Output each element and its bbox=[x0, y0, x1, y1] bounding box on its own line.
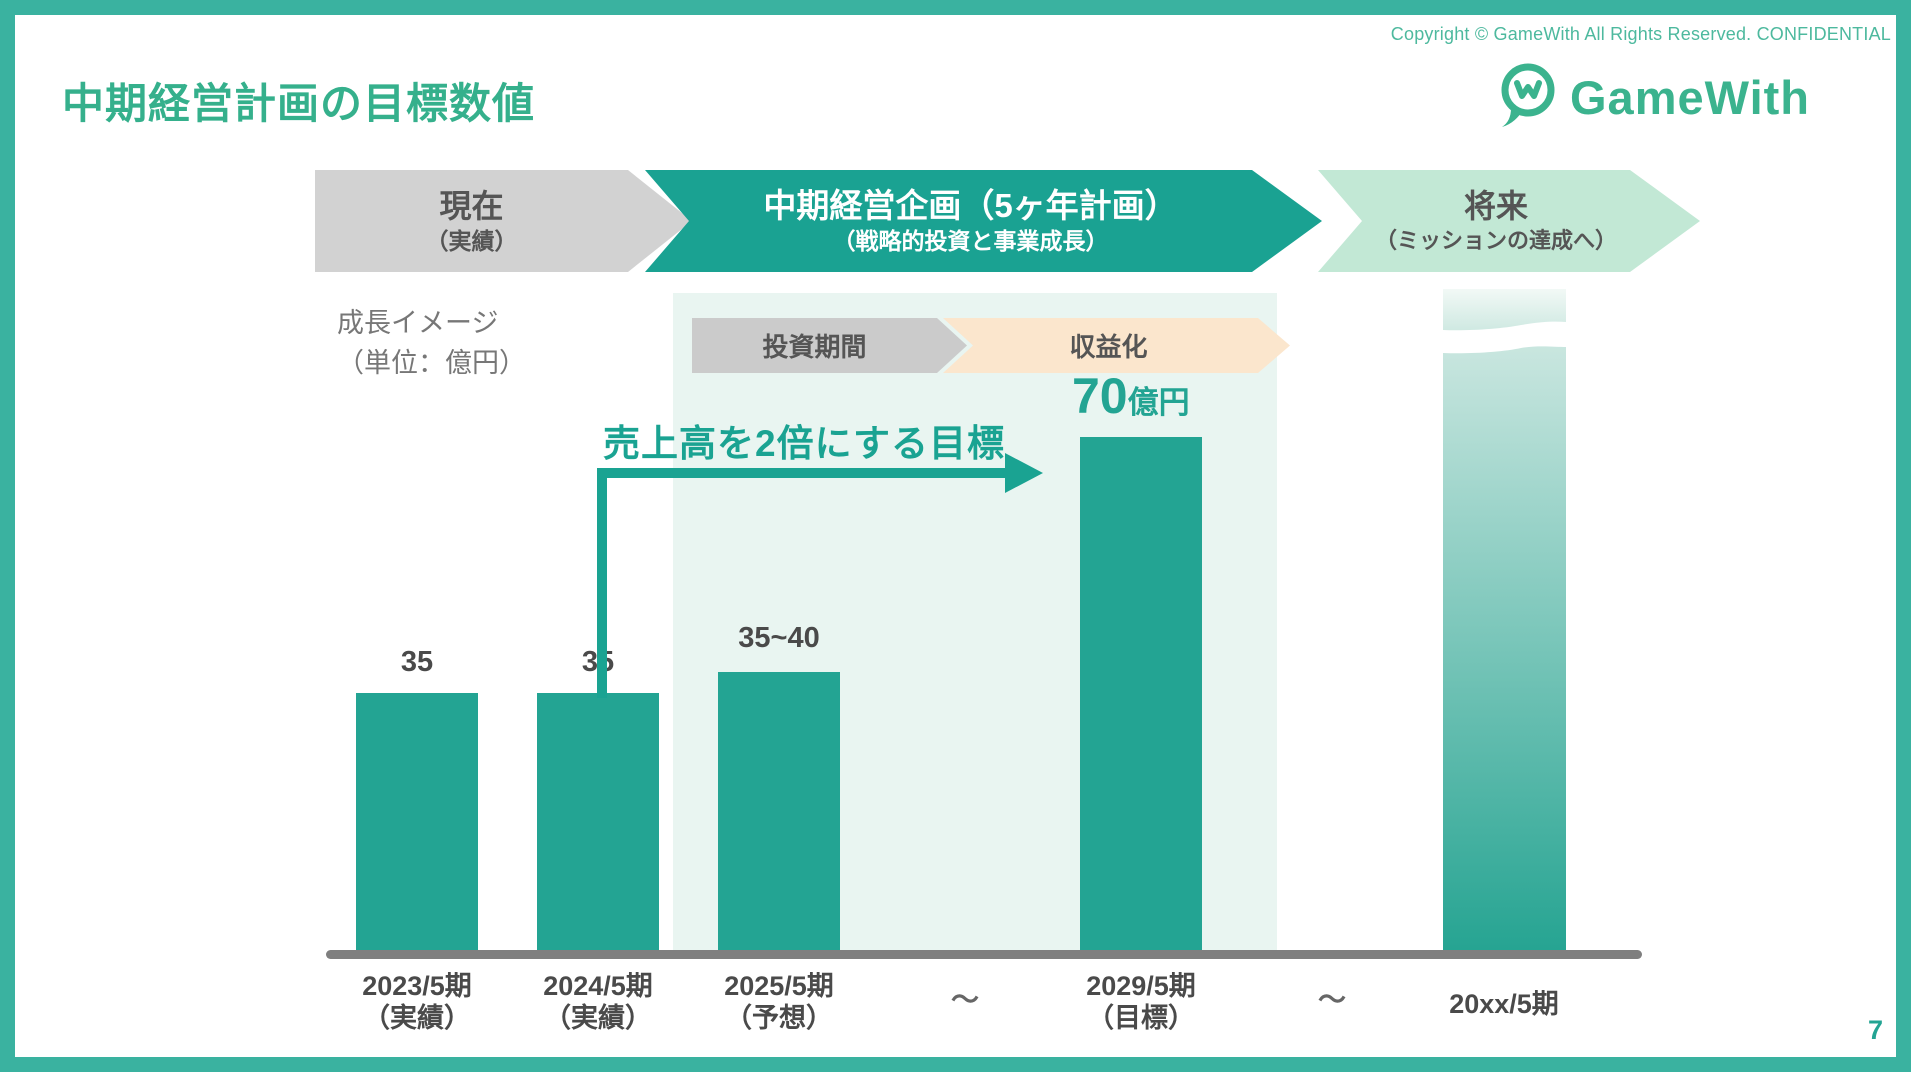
page-number: 7 bbox=[1867, 1015, 1883, 1045]
bar-2029 bbox=[1080, 437, 1202, 950]
value-label-2025: 35~40 bbox=[738, 622, 820, 654]
banner-midterm-label: 中期経営企画（5ヶ年計画） bbox=[763, 187, 1178, 224]
x-label-20xx: 20xx/5期 bbox=[1419, 988, 1589, 1020]
banner-present-sublabel: （実績） bbox=[425, 228, 518, 254]
phase-monetization-label: 収益化 bbox=[1069, 332, 1148, 362]
banner-future-label: 将来 bbox=[1463, 188, 1528, 224]
x-label-2024-year: 2024/5期 bbox=[543, 971, 653, 1001]
value-label-2023: 35 bbox=[400, 646, 434, 678]
x-label-2023-year: 2023/5期 bbox=[362, 971, 472, 1001]
page-title: 中期経営計画の目標数値 bbox=[62, 80, 536, 127]
x-label-2024-sub: （実績） bbox=[544, 1003, 652, 1033]
target-unit: 億円 bbox=[1127, 385, 1190, 420]
gamewith-logo: GameWith bbox=[1498, 62, 1810, 133]
x-label-2029: 2029/5期 （目標） bbox=[1056, 970, 1226, 1034]
goal-arrow-head-icon bbox=[1005, 453, 1043, 493]
chart-unit-note-line1: 成長イメージ bbox=[337, 308, 499, 338]
goal-arrow-vertical-line bbox=[597, 468, 607, 698]
gamewith-logo-text: GameWith bbox=[1570, 71, 1810, 124]
banner-midterm-plan: 中期経営企画（5ヶ年計画） （戦略的投資と事業成長） bbox=[645, 170, 1322, 272]
x-label-2023-sub: （実績） bbox=[363, 1003, 471, 1033]
bar-20xx-future-gradient bbox=[1443, 289, 1566, 955]
bar-2024 bbox=[537, 693, 659, 950]
bar-2025 bbox=[718, 672, 840, 950]
goal-arrow-horizontal-line bbox=[597, 468, 1007, 478]
banner-future: 将来 （ミッションの達成へ） bbox=[1318, 170, 1700, 272]
x-label-2024: 2024/5期 （実績） bbox=[513, 970, 683, 1034]
banner-present-label: 現在 bbox=[439, 188, 504, 224]
separator-tilde-2: ～ bbox=[1317, 984, 1346, 1015]
x-label-2025-year: 2025/5期 bbox=[724, 971, 834, 1001]
phase-arrow-investment: 投資期間 bbox=[692, 318, 967, 373]
x-label-2025: 2025/5期 （予想） bbox=[694, 970, 864, 1034]
copyright-text: Copyright © GameWith All Rights Reserved… bbox=[1390, 24, 1891, 44]
chart-unit-note-line2: （単位：億円） bbox=[337, 348, 526, 378]
chart-unit-note: 成長イメージ （単位：億円） bbox=[337, 303, 526, 383]
phase-arrow-monetization: 収益化 bbox=[943, 318, 1290, 373]
gamewith-bubble-icon bbox=[1498, 62, 1558, 133]
x-label-2029-year: 2029/5期 bbox=[1086, 971, 1196, 1001]
x-label-2029-sub: （目標） bbox=[1087, 1003, 1195, 1033]
x-label-20xx-year: 20xx/5期 bbox=[1449, 989, 1559, 1019]
banner-midterm-sublabel: （戦略的投資と事業成長） bbox=[832, 228, 1109, 254]
bar-2023 bbox=[356, 693, 478, 950]
target-number: 70 bbox=[1072, 368, 1128, 424]
x-label-2023: 2023/5期 （実績） bbox=[332, 970, 502, 1034]
separator-tilde-1: ～ bbox=[950, 984, 979, 1015]
banner-future-sublabel: （ミッションの達成へ） bbox=[1374, 228, 1617, 253]
x-axis-line bbox=[326, 950, 1642, 959]
value-label-2029-target: 70 億円 bbox=[1072, 370, 1190, 422]
phase-investment-label: 投資期間 bbox=[762, 332, 867, 362]
x-label-2025-sub: （予想） bbox=[725, 1003, 833, 1033]
banner-present: 現在 （実績） bbox=[315, 170, 692, 272]
double-sales-goal-annotation: 売上高を2倍にする目標 bbox=[603, 423, 1005, 464]
